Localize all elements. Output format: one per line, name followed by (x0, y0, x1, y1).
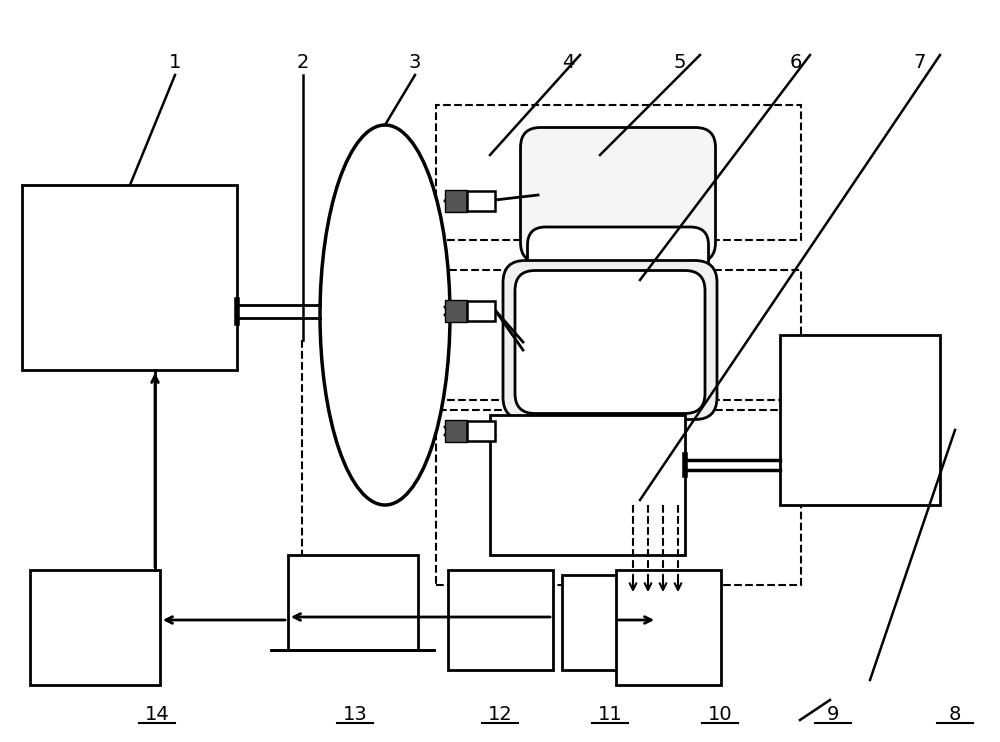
Bar (288, 555, 418, 650)
Ellipse shape (320, 125, 450, 505)
FancyBboxPatch shape (503, 260, 717, 419)
Bar (467, 421, 495, 441)
Text: 11: 11 (598, 706, 622, 724)
Bar (616, 570, 721, 685)
Bar (22, 185, 237, 370)
Text: 9: 9 (827, 706, 839, 724)
Bar (436, 270, 801, 400)
Text: 4: 4 (562, 53, 574, 73)
FancyBboxPatch shape (520, 128, 716, 263)
Bar (436, 410, 801, 585)
Text: 2: 2 (297, 53, 309, 73)
Text: 6: 6 (790, 53, 802, 73)
Text: 1: 1 (169, 53, 181, 73)
Text: 12: 12 (488, 706, 512, 724)
Bar (436, 105, 801, 240)
Text: 8: 8 (949, 706, 961, 724)
Bar (30, 570, 160, 685)
FancyBboxPatch shape (515, 271, 705, 413)
Bar (490, 415, 685, 555)
Text: 14: 14 (145, 706, 169, 724)
Bar (445, 420, 467, 442)
Text: 5: 5 (674, 53, 686, 73)
Bar (562, 575, 657, 670)
Text: 3: 3 (409, 53, 421, 73)
FancyBboxPatch shape (528, 227, 708, 343)
Bar (780, 335, 940, 505)
Text: 7: 7 (914, 53, 926, 73)
Bar (445, 300, 467, 322)
Bar (448, 570, 553, 670)
Bar (467, 191, 495, 211)
Bar (445, 190, 467, 212)
Text: 13: 13 (343, 706, 367, 724)
Text: 10: 10 (708, 706, 732, 724)
Bar (467, 301, 495, 321)
